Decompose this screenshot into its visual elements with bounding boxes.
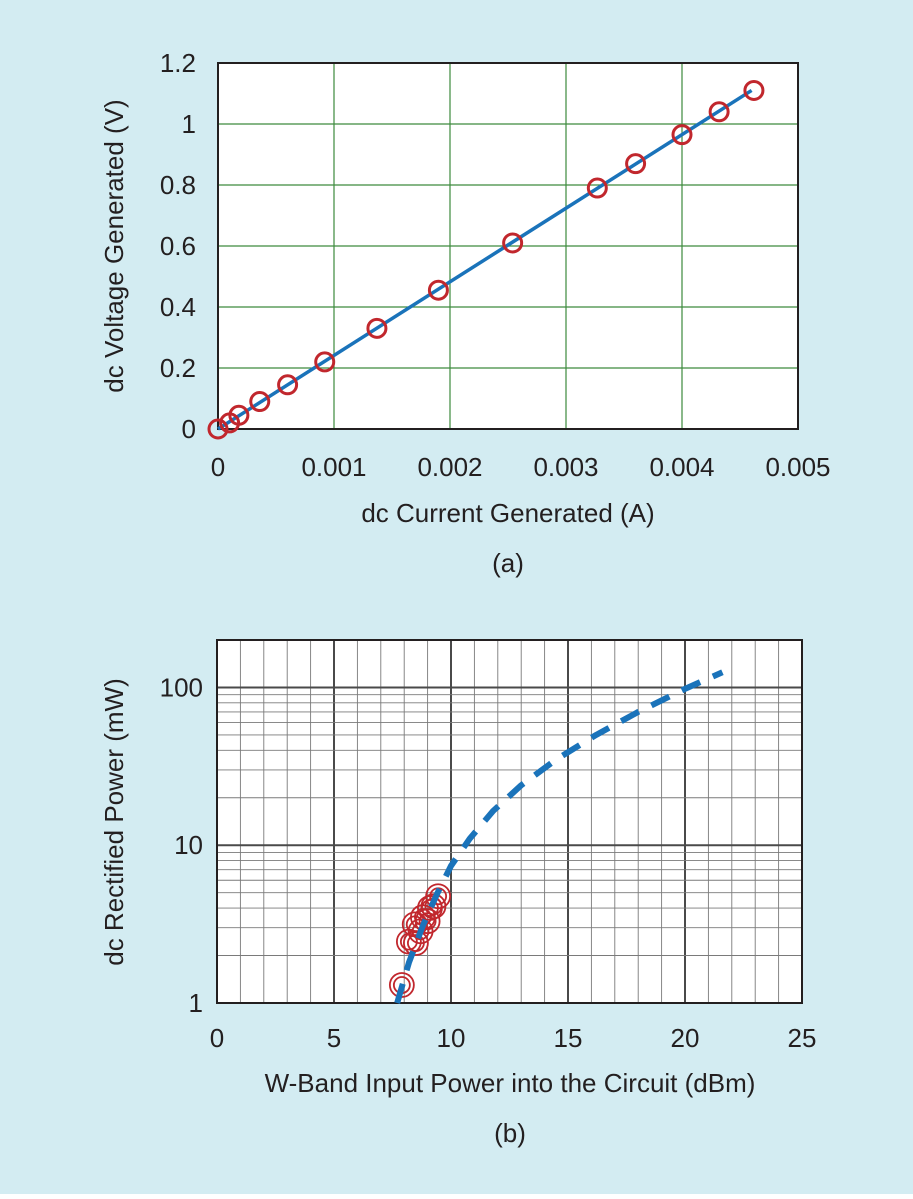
panel-b-x-tick-label: 10 (437, 1023, 466, 1053)
panel-b-series (388, 669, 724, 1004)
panel-a-x-tick-label: 0.004 (649, 452, 714, 482)
panel-b-x-axis-label: W-Band Input Power into the Circuit (dBm… (265, 1068, 756, 1098)
panel-a-x-axis-label: dc Current Generated (A) (361, 498, 654, 528)
panel-a-x-tick-labels: 0 0.001 0.002 0.003 0.004 0.005 (211, 452, 831, 482)
panel-b-x-tick-label: 0 (210, 1023, 224, 1053)
panel-b-trend-line (394, 669, 724, 1004)
panel-a-x-tick-label: 0.005 (765, 452, 830, 482)
panel-a-data-point (228, 404, 250, 426)
panel-b-data-point-outer (425, 883, 452, 910)
panel-b-y-tick-label: 10 (174, 830, 203, 860)
panel-a-y-tick-label: 0.2 (160, 353, 196, 383)
panel-a-data-point (427, 279, 449, 301)
panel-a-series-line (217, 88, 753, 431)
panel-b-chart: 0 5 10 15 20 25 1 10 100 W-Band Input Power int… (99, 639, 817, 1148)
panel-a-data-point (314, 351, 336, 373)
panel-b-data-point-outer (402, 930, 429, 956)
panel-a-data-point (277, 374, 299, 396)
panel-a-y-tick-label: 0.8 (160, 170, 196, 200)
panel-b-y-tick-label: 1 (189, 988, 203, 1018)
panel-a-data-point (366, 317, 388, 339)
panel-a-x-tick-label: 0 (211, 452, 225, 482)
panel-a-caption: (a) (492, 548, 524, 578)
panel-b-caption: (b) (494, 1118, 526, 1148)
panel-a-data-point (502, 232, 524, 254)
panel-b-y-tick-labels: 1 10 100 (160, 672, 203, 1018)
panel-b-y-axis-label: dc Rectified Power (mW) (99, 678, 129, 966)
panel-b-x-tick-label: 15 (554, 1023, 583, 1053)
panel-b-data-point-outer (414, 908, 441, 935)
panel-a-y-tick-label: 1 (182, 109, 196, 139)
panel-a-y-tick-label: 0 (182, 414, 196, 444)
panel-a-x-tick-label: 0.003 (533, 452, 598, 482)
panel-a-chart: 0 0.001 0.002 0.003 0.004 0.005 0 0.2 0.4 0.6 0.8… (99, 48, 831, 578)
panel-a-data-point (249, 391, 271, 413)
panel-a-data-point (743, 79, 765, 101)
panel-a-y-tick-label: 0.6 (160, 231, 196, 261)
panel-a-x-tick-label: 0.001 (301, 452, 366, 482)
panel-a-frame (217, 62, 799, 430)
panel-b-x-tick-labels: 0 5 10 15 20 25 (210, 1023, 817, 1053)
panel-a-y-tick-label: 1.2 (160, 48, 196, 78)
panel-a-data-point (625, 153, 647, 175)
panel-a-series (207, 79, 765, 440)
panel-b-data-point-inner (418, 912, 437, 931)
panel-a-y-tick-label: 0.4 (160, 292, 196, 322)
panel-b-frame (216, 639, 803, 1004)
panel-a-y-axis-label: dc Voltage Generated (V) (99, 99, 129, 392)
panel-a-data-point (207, 418, 229, 440)
panel-b-plot-area (217, 640, 802, 1003)
panel-b-x-tick-label: 25 (788, 1023, 817, 1053)
panel-a-data-point (708, 101, 730, 123)
panel-a-y-tick-labels: 0 0.2 0.4 0.6 0.8 1 1.2 (160, 48, 196, 444)
panel-a-x-tick-label: 0.002 (417, 452, 482, 482)
panel-a-data-point (586, 177, 608, 199)
panel-b-x-tick-label: 5 (327, 1023, 341, 1053)
panel-a-data-point (671, 124, 693, 146)
panel-b-x-tick-label: 20 (671, 1023, 700, 1053)
panel-b-y-tick-label: 100 (160, 672, 203, 702)
